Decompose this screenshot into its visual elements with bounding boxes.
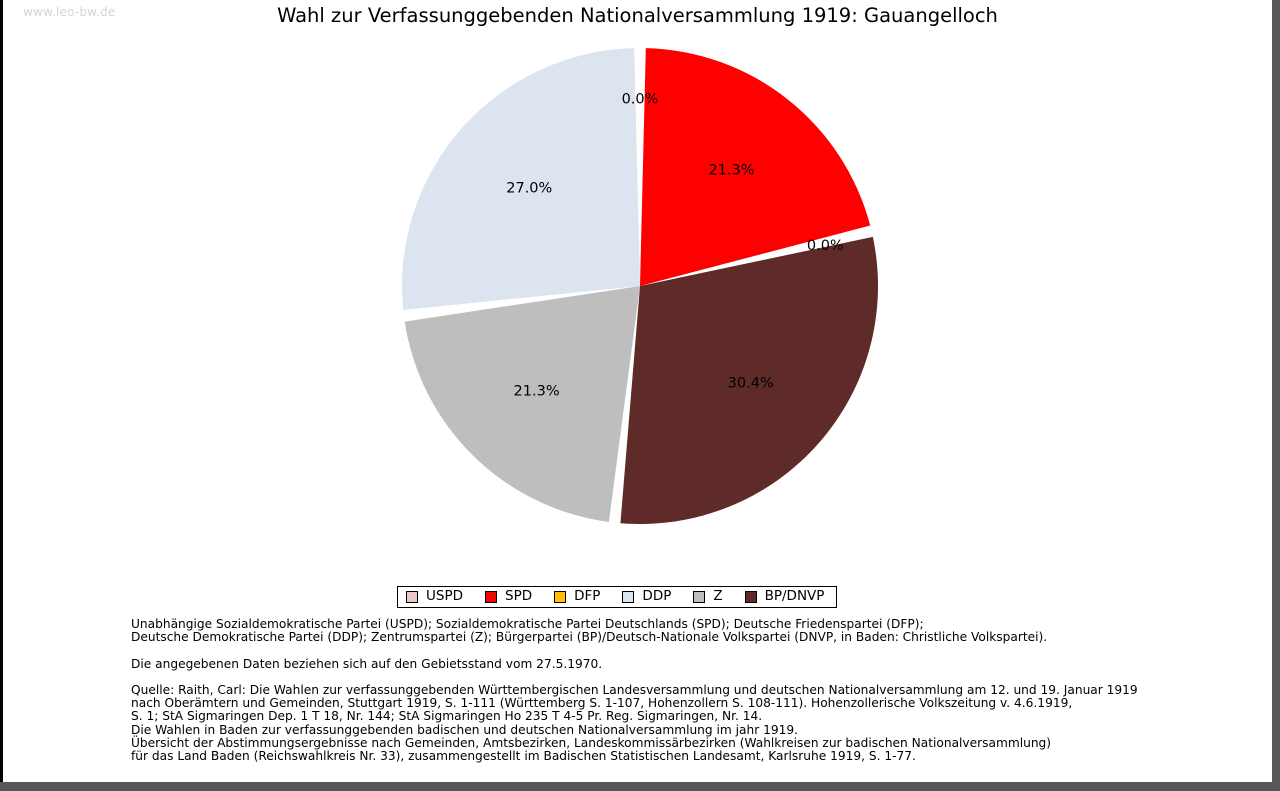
legend-item-uspd[interactable]: USPD <box>406 590 463 604</box>
footnote-line: Übersicht der Abstimmungsergebnisse nach… <box>131 736 1052 751</box>
pie-chart-svg: 0.0% 21.3% 0.0% 30.4% 21.3% 27.0% <box>402 48 878 525</box>
legend-item-label: SPD <box>505 588 533 605</box>
footnote-line: S. 1; StA Sigmaringen Dep. 1 T 18, Nr. 1… <box>131 709 763 724</box>
page-title: Wahl zur Verfassunggebenden Nationalvers… <box>277 4 998 27</box>
legend-item-label: DDP <box>642 588 672 605</box>
pie-slice-label-spd: 21.3% <box>708 162 754 178</box>
footnote-source: Quelle: Raith, Carl: Die Wahlen zur verf… <box>131 682 1191 764</box>
footnote-line: Die Wahlen in Baden zur verfassunggebend… <box>131 722 798 737</box>
pie-slice-label-z: 21.3% <box>514 383 560 399</box>
legend-swatch-icon <box>554 591 567 603</box>
legend-item-bp-dnvp[interactable]: BP/DNVP <box>744 588 825 605</box>
footnote-line: Deutsche Demokratische Partei (DDP); Zen… <box>131 630 1048 645</box>
chart-canvas: www.leo-bw.de Wahl zur Verfassunggebende… <box>3 0 1272 782</box>
pie-slice-group <box>402 48 878 525</box>
pie-slice-label-dfp: 0.0% <box>807 238 844 254</box>
legend-item-label: USPD <box>426 588 463 605</box>
window-scrollbar-bottom[interactable] <box>0 782 1280 791</box>
pie-slice-label-uspd: 0.0% <box>622 92 659 108</box>
footnote-line: Die angegebenen Daten beziehen sich auf … <box>131 656 603 671</box>
legend-swatch-icon <box>744 591 757 603</box>
pie-slice-label-bp-dnvp: 30.4% <box>728 376 774 392</box>
legend-item-dfp[interactable]: DFP <box>554 590 600 604</box>
window-frame-left <box>0 0 3 782</box>
legend-swatch-icon <box>622 591 635 603</box>
pie-chart: 0.0% 21.3% 0.0% 30.4% 21.3% 27.0% <box>3 0 1272 580</box>
footnote-line: Unabhängige Sozialdemokratische Partei (… <box>131 617 924 631</box>
legend-item-label: Z <box>713 588 723 605</box>
legend-item-label: BP/DNVP <box>764 588 825 605</box>
pie-slice-bp-dnvp[interactable] <box>620 236 878 525</box>
watermark-label: www.leo-bw.de <box>23 5 116 19</box>
pie-slice-spd[interactable] <box>640 48 871 286</box>
pie-slice-z[interactable] <box>404 286 640 522</box>
legend-item-z[interactable]: Z <box>693 588 723 605</box>
pie-label-group: 0.0% 21.3% 0.0% 30.4% 21.3% 27.0% <box>506 92 843 400</box>
window-scrollbar-right[interactable] <box>1272 0 1280 782</box>
footnote-line: für das Land Baden (Reichswahlkreis Nr. … <box>131 749 916 764</box>
legend-swatch-icon <box>693 591 706 603</box>
legend-swatch-icon <box>485 591 497 603</box>
footnote-section: Unabhängige Sozialdemokratische Partei (… <box>131 617 1191 764</box>
legend-item-ddp[interactable]: DDP <box>622 590 671 604</box>
legend-item-label: DFP <box>574 588 601 605</box>
footnote-territory: Die angegebenen Daten beziehen sich auf … <box>131 656 1191 671</box>
legend-swatch-icon <box>406 591 418 603</box>
chart-legend: USPD SPD DFP DDP Z BP/DNVP <box>397 586 838 608</box>
pie-slice-ddp[interactable] <box>402 48 640 311</box>
footnote-line: Quelle: Raith, Carl: Die Wahlen zur verf… <box>131 682 1138 697</box>
pie-slice-label-ddp: 27.0% <box>506 180 552 196</box>
legend-item-spd[interactable]: SPD <box>485 590 532 604</box>
footnote-parties: Unabhängige Sozialdemokratische Partei (… <box>131 617 1191 645</box>
footnote-line: nach Oberämtern und Gemeinden, Stuttgart… <box>131 696 1073 711</box>
